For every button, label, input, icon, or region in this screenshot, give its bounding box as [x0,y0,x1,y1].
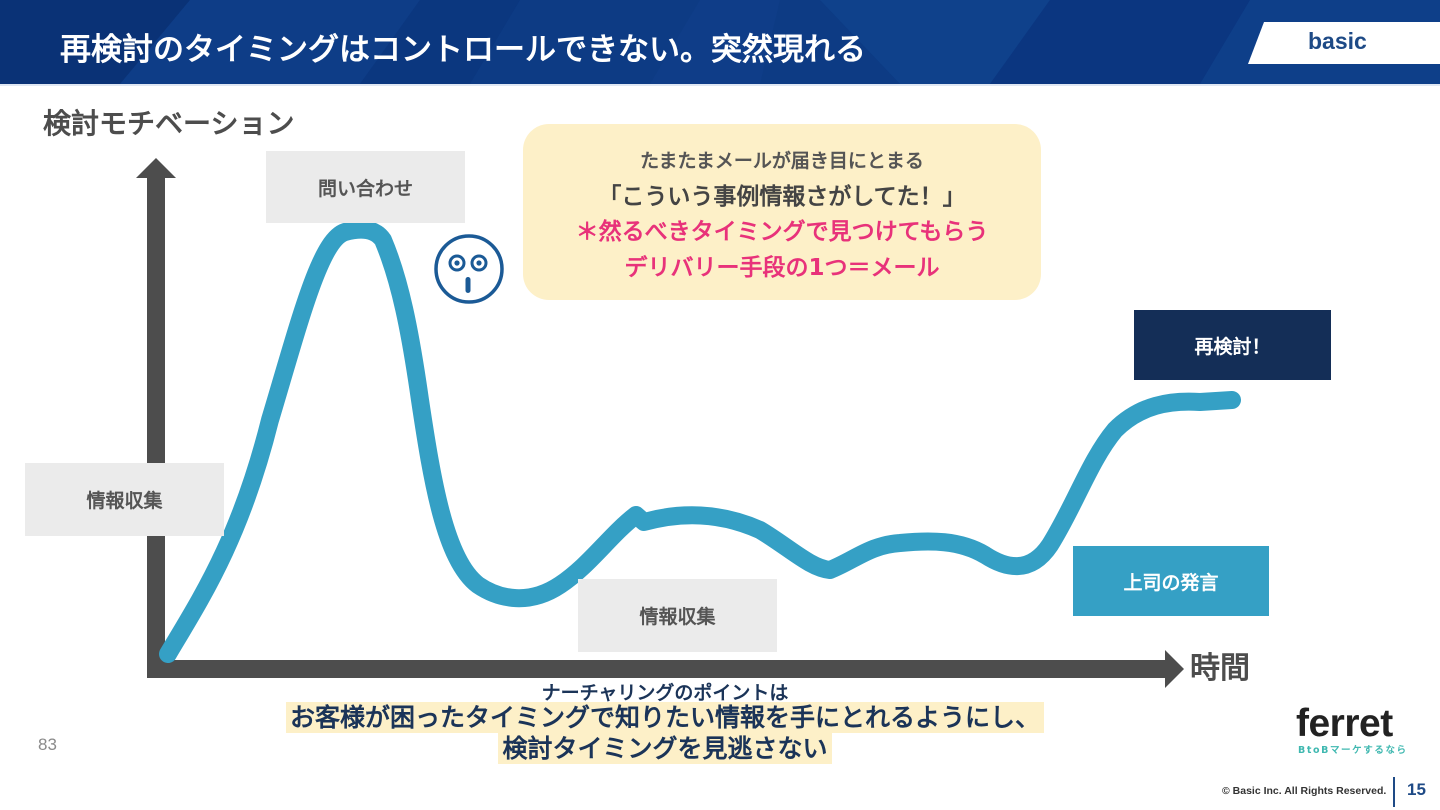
ferret-logo-tagline: BtoBマーケするなら [1298,745,1408,756]
nurturing-point-sub-text: 検討タイミングを見逃さない [498,733,832,764]
tag-info-gathering-mid: 情報収集 [578,579,777,652]
y-axis-arrow-icon [136,158,176,178]
page-title: 再検討のタイミングはコントロールできない。突然現れる [60,32,866,68]
email-callout-box: たまたまメールが届き目にとまる 「こういう事例情報さがしてた！」 ＊然るべきタイ… [523,124,1041,300]
nurturing-point-main: お客様が困ったタイミングで知りたい情報を手にとれるようにし、 [0,702,1330,733]
surprised-face-icon [434,234,504,304]
callout-line-3: ＊然るべきタイミングで見つけてもらう [575,219,989,245]
tag-label: 再検討！ [1194,335,1271,358]
x-axis-arrow-icon [1165,650,1184,688]
callout-line-1: たまたまメールが届き目にとまる [640,150,924,172]
tag-label: 上司の発言 [1123,571,1219,594]
copyright-notice: © Basic Inc. All Rights Reserved. [1222,785,1387,797]
brand-tab-shape [1248,22,1440,64]
ferret-logo: ferret BtoBマーケするなら [1296,702,1408,757]
tag-reconsider: 再検討！ [1134,310,1331,380]
ferret-logo-word: ferret [1296,702,1393,745]
y-axis-label: 検討モチベーション [43,107,295,140]
x-axis-label: 時間 [1190,651,1250,686]
tag-info-gathering-early: 情報収集 [25,463,224,536]
tag-label: 問い合わせ [317,177,413,200]
tag-label: 情報収集 [639,606,716,628]
nurturing-point-lead: ナーチャリングのポイントは [541,682,789,704]
header-divider [0,84,1440,86]
footer-divider [1393,777,1395,807]
tag-inquiry: 問い合わせ [266,151,465,223]
callout-line-2: 「こういう事例情報さがしてた！」 [598,184,966,210]
slide-header: 再検討のタイミングはコントロールできない。突然現れる basic [0,0,1440,84]
brand-tab-label: basic [1308,28,1367,54]
nurturing-point-sub: 検討タイミングを見逃さない [0,733,1330,764]
tag-label: 情報収集 [86,490,163,512]
callout-line-4: デリバリー手段の1つ＝メール [624,255,940,281]
source-slide-number: 83 [38,735,57,754]
brand-tab: basic [1248,22,1440,64]
y-axis [147,176,165,678]
motivation-curve [159,220,1241,663]
tag-boss-remark: 上司の発言 [1073,546,1269,616]
nurturing-point-main-text: お客様が困ったタイミングで知りたい情報を手にとれるようにし、 [285,702,1044,733]
x-axis [147,660,1167,678]
page-number: 15 [1407,780,1426,799]
